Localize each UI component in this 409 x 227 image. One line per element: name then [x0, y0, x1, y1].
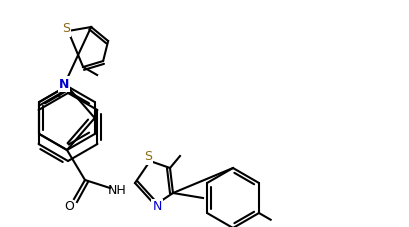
Text: S: S: [62, 22, 70, 35]
Text: NH: NH: [107, 183, 126, 197]
Text: S: S: [144, 151, 152, 163]
Text: O: O: [64, 200, 74, 212]
Text: N: N: [152, 200, 161, 214]
Text: N: N: [58, 77, 69, 91]
